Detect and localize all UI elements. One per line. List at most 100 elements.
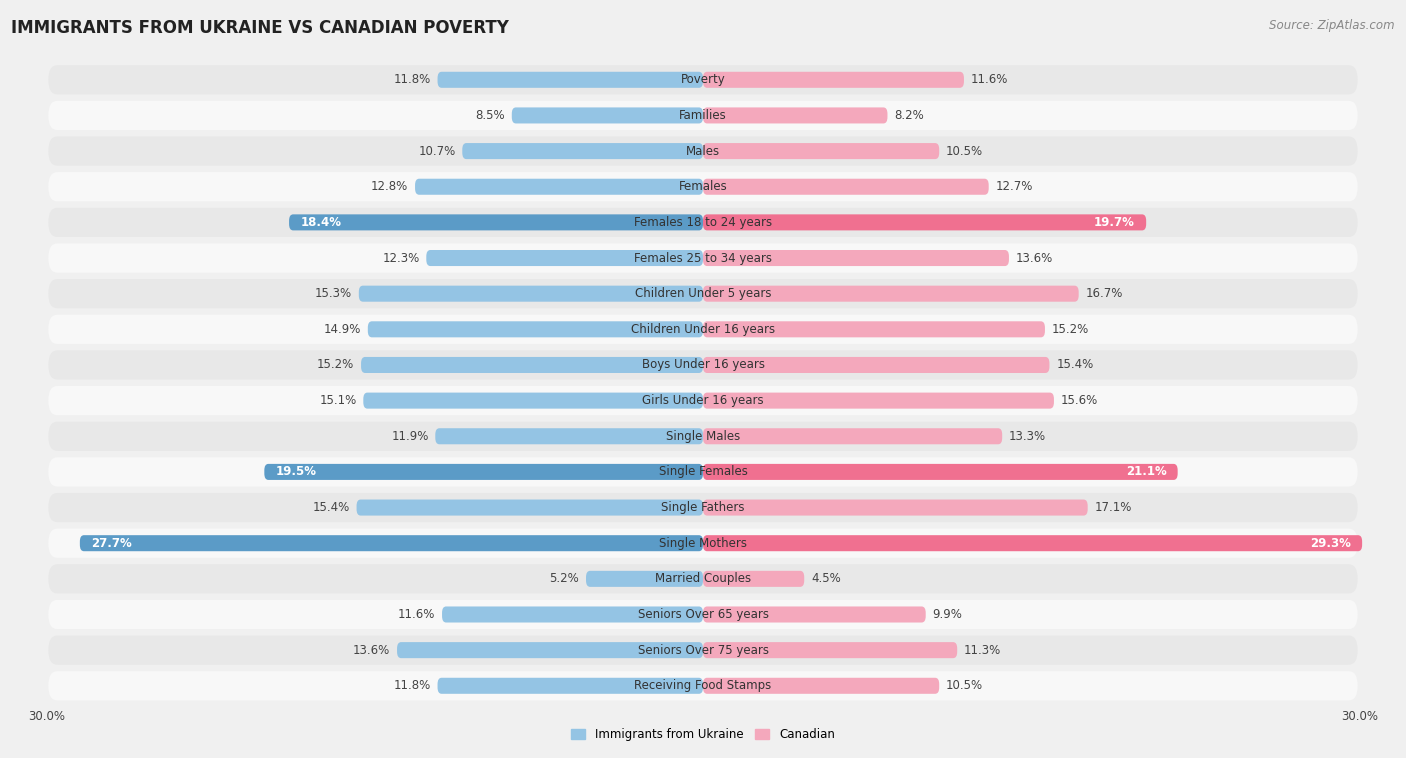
FancyBboxPatch shape <box>48 172 1358 202</box>
FancyBboxPatch shape <box>48 136 1358 166</box>
FancyBboxPatch shape <box>703 321 1045 337</box>
Text: 8.5%: 8.5% <box>475 109 505 122</box>
FancyBboxPatch shape <box>703 393 1054 409</box>
Text: Receiving Food Stamps: Receiving Food Stamps <box>634 679 772 692</box>
Text: Females 18 to 24 years: Females 18 to 24 years <box>634 216 772 229</box>
FancyBboxPatch shape <box>586 571 703 587</box>
FancyBboxPatch shape <box>48 350 1358 380</box>
FancyBboxPatch shape <box>703 464 1178 480</box>
Text: 16.7%: 16.7% <box>1085 287 1123 300</box>
FancyBboxPatch shape <box>359 286 703 302</box>
Text: 11.8%: 11.8% <box>394 74 430 86</box>
Text: IMMIGRANTS FROM UKRAINE VS CANADIAN POVERTY: IMMIGRANTS FROM UKRAINE VS CANADIAN POVE… <box>11 19 509 37</box>
Text: 15.4%: 15.4% <box>312 501 350 514</box>
Text: 19.5%: 19.5% <box>276 465 316 478</box>
Text: Source: ZipAtlas.com: Source: ZipAtlas.com <box>1270 19 1395 32</box>
FancyBboxPatch shape <box>80 535 703 551</box>
FancyBboxPatch shape <box>48 101 1358 130</box>
FancyBboxPatch shape <box>703 108 887 124</box>
FancyBboxPatch shape <box>415 179 703 195</box>
Text: 11.6%: 11.6% <box>970 74 1008 86</box>
Text: 30.0%: 30.0% <box>1341 710 1378 723</box>
Text: Single Females: Single Females <box>658 465 748 478</box>
Text: 12.3%: 12.3% <box>382 252 419 265</box>
Text: Families: Families <box>679 109 727 122</box>
Text: 11.9%: 11.9% <box>391 430 429 443</box>
Text: Married Couples: Married Couples <box>655 572 751 585</box>
Text: 12.7%: 12.7% <box>995 180 1033 193</box>
FancyBboxPatch shape <box>48 457 1358 487</box>
FancyBboxPatch shape <box>48 386 1358 415</box>
Text: Seniors Over 75 years: Seniors Over 75 years <box>637 644 769 656</box>
FancyBboxPatch shape <box>703 143 939 159</box>
Text: 19.7%: 19.7% <box>1094 216 1135 229</box>
Text: 14.9%: 14.9% <box>323 323 361 336</box>
Text: Single Fathers: Single Fathers <box>661 501 745 514</box>
FancyBboxPatch shape <box>426 250 703 266</box>
FancyBboxPatch shape <box>703 571 804 587</box>
Text: 11.6%: 11.6% <box>398 608 436 621</box>
Text: Single Males: Single Males <box>666 430 740 443</box>
FancyBboxPatch shape <box>264 464 703 480</box>
Text: Children Under 5 years: Children Under 5 years <box>634 287 772 300</box>
FancyBboxPatch shape <box>703 535 1362 551</box>
FancyBboxPatch shape <box>48 635 1358 665</box>
Text: Single Mothers: Single Mothers <box>659 537 747 550</box>
Text: Poverty: Poverty <box>681 74 725 86</box>
Text: 8.2%: 8.2% <box>894 109 924 122</box>
FancyBboxPatch shape <box>48 671 1358 700</box>
FancyBboxPatch shape <box>48 315 1358 344</box>
Text: 15.2%: 15.2% <box>1052 323 1088 336</box>
FancyBboxPatch shape <box>357 500 703 515</box>
Text: Boys Under 16 years: Boys Under 16 years <box>641 359 765 371</box>
FancyBboxPatch shape <box>437 678 703 694</box>
FancyBboxPatch shape <box>436 428 703 444</box>
FancyBboxPatch shape <box>703 286 1078 302</box>
FancyBboxPatch shape <box>437 72 703 88</box>
FancyBboxPatch shape <box>703 215 1146 230</box>
FancyBboxPatch shape <box>290 215 703 230</box>
FancyBboxPatch shape <box>703 428 1002 444</box>
FancyBboxPatch shape <box>48 208 1358 237</box>
Text: Females 25 to 34 years: Females 25 to 34 years <box>634 252 772 265</box>
Text: 10.5%: 10.5% <box>946 145 983 158</box>
Text: 18.4%: 18.4% <box>301 216 342 229</box>
Text: 17.1%: 17.1% <box>1094 501 1132 514</box>
FancyBboxPatch shape <box>48 65 1358 95</box>
FancyBboxPatch shape <box>368 321 703 337</box>
Text: 15.2%: 15.2% <box>318 359 354 371</box>
FancyBboxPatch shape <box>363 393 703 409</box>
Text: 13.3%: 13.3% <box>1010 430 1046 443</box>
Text: Seniors Over 65 years: Seniors Over 65 years <box>637 608 769 621</box>
FancyBboxPatch shape <box>703 642 957 658</box>
FancyBboxPatch shape <box>48 528 1358 558</box>
Text: 11.8%: 11.8% <box>394 679 430 692</box>
Text: 5.2%: 5.2% <box>550 572 579 585</box>
FancyBboxPatch shape <box>48 421 1358 451</box>
FancyBboxPatch shape <box>48 243 1358 273</box>
Legend: Immigrants from Ukraine, Canadian: Immigrants from Ukraine, Canadian <box>567 724 839 746</box>
FancyBboxPatch shape <box>703 357 1049 373</box>
FancyBboxPatch shape <box>703 678 939 694</box>
Text: 15.3%: 15.3% <box>315 287 352 300</box>
FancyBboxPatch shape <box>48 279 1358 309</box>
FancyBboxPatch shape <box>463 143 703 159</box>
Text: 11.3%: 11.3% <box>965 644 1001 656</box>
Text: Males: Males <box>686 145 720 158</box>
Text: 15.1%: 15.1% <box>319 394 357 407</box>
Text: 15.6%: 15.6% <box>1060 394 1098 407</box>
Text: Females: Females <box>679 180 727 193</box>
Text: 30.0%: 30.0% <box>28 710 65 723</box>
FancyBboxPatch shape <box>703 500 1088 515</box>
Text: 4.5%: 4.5% <box>811 572 841 585</box>
FancyBboxPatch shape <box>48 600 1358 629</box>
Text: 13.6%: 13.6% <box>353 644 391 656</box>
Text: 27.7%: 27.7% <box>91 537 132 550</box>
Text: 10.7%: 10.7% <box>419 145 456 158</box>
Text: 29.3%: 29.3% <box>1310 537 1351 550</box>
FancyBboxPatch shape <box>703 179 988 195</box>
FancyBboxPatch shape <box>703 606 925 622</box>
Text: Girls Under 16 years: Girls Under 16 years <box>643 394 763 407</box>
FancyBboxPatch shape <box>48 564 1358 594</box>
Text: 15.4%: 15.4% <box>1056 359 1094 371</box>
